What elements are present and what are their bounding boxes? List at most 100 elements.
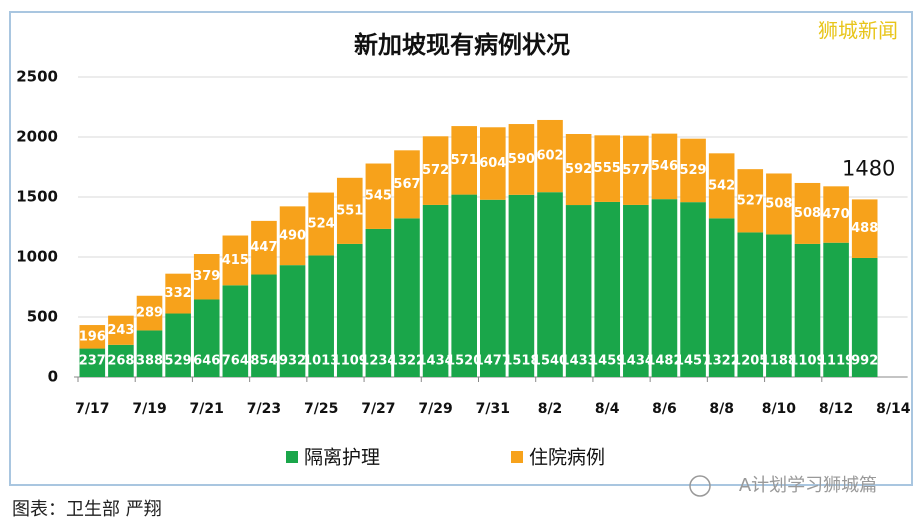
bar-segment [108, 344, 134, 377]
value-label: 551 [336, 203, 363, 218]
value-label: 447 [250, 240, 277, 255]
bar-segment [537, 192, 563, 377]
bar-segment [193, 299, 220, 377]
y-tick-label: 500 [27, 308, 58, 326]
y-tick-label: 2500 [16, 68, 58, 86]
value-label: 1433 [561, 354, 597, 369]
x-tick-label: 7/17 [75, 401, 109, 417]
bar-segment [680, 202, 706, 377]
value-label: 524 [308, 217, 335, 232]
bar-segment [508, 194, 535, 377]
value-label: 1109 [789, 354, 825, 369]
bar-segment [594, 201, 621, 377]
value-label: 529 [165, 354, 192, 369]
value-label: 1457 [675, 354, 711, 369]
bar-segment [851, 257, 878, 377]
bar-segment [222, 285, 249, 377]
bar-segment [794, 243, 821, 377]
value-label: 992 [851, 354, 878, 369]
value-label: 572 [422, 163, 449, 178]
value-label: 289 [136, 306, 163, 321]
bar-segment [136, 295, 163, 331]
bar-segment [823, 242, 849, 377]
bar-segment [737, 232, 764, 377]
value-label: 508 [765, 196, 792, 211]
legend-swatch [286, 451, 298, 463]
x-tick-label: 7/25 [304, 401, 338, 417]
bar-segment [79, 348, 106, 377]
bar-segment [251, 220, 277, 275]
value-label: 1434 [618, 354, 654, 369]
wechat-icon [689, 475, 711, 497]
x-tick-label: 8/10 [762, 401, 797, 417]
legend-label: 住院病例 [529, 447, 605, 469]
bar-segment [222, 235, 249, 286]
bar-segment [651, 133, 678, 200]
value-label: 332 [165, 286, 192, 301]
value-label: 567 [393, 177, 420, 192]
value-label: 243 [107, 323, 134, 338]
bar-segment [508, 124, 535, 195]
x-tick-label: 7/27 [361, 401, 395, 417]
value-label: 602 [536, 149, 563, 164]
x-tick-label: 7/31 [476, 401, 510, 417]
bar-segment [480, 127, 506, 200]
bar-segment [165, 273, 191, 314]
bar-segment [537, 119, 563, 193]
value-label: 1119 [818, 354, 854, 369]
value-label: 571 [451, 153, 478, 168]
bar-segment [136, 330, 163, 377]
bar-segment [336, 243, 363, 377]
bar-segment [708, 218, 735, 377]
bar-segment [851, 199, 878, 258]
footer-left: 图表：卫生部 严翔 [12, 499, 162, 520]
annotation: 1480 [842, 156, 895, 180]
bar-segment [279, 265, 306, 377]
bar-segment [193, 254, 220, 300]
bar-segment [108, 315, 134, 345]
bar-segment [708, 153, 735, 219]
value-label: 555 [594, 161, 621, 176]
value-label: 379 [193, 269, 220, 284]
watermark: 狮城新闻 [818, 19, 898, 43]
value-label: 490 [279, 228, 306, 243]
x-tick-label: 7/29 [418, 401, 452, 417]
x-tick-label: 8/12 [819, 401, 853, 417]
value-label: 388 [136, 354, 163, 369]
footer-right: A计划学习狮城篇 [739, 475, 877, 496]
value-label: 604 [479, 156, 506, 171]
value-label: 646 [193, 354, 220, 369]
x-tick-label: 8/2 [538, 401, 563, 417]
value-label: 529 [679, 163, 706, 178]
bar-segment [651, 199, 678, 377]
y-tick-label: 0 [48, 368, 58, 386]
bar-segment [422, 204, 449, 377]
value-label: 237 [79, 354, 106, 369]
bar-segment [623, 135, 649, 205]
value-label: 1322 [389, 354, 425, 369]
bar-segment [737, 169, 764, 233]
value-label: 545 [365, 189, 392, 204]
bar-segment [165, 313, 191, 377]
bar-segment [766, 234, 792, 377]
value-label: 1434 [417, 354, 453, 369]
y-tick-label: 2000 [16, 128, 58, 146]
value-label: 1477 [475, 354, 511, 369]
bar-segment [422, 136, 449, 205]
x-tick-label: 7/19 [132, 401, 166, 417]
value-label: 577 [622, 163, 649, 178]
bar-segment [279, 206, 306, 266]
bar-segment [336, 177, 363, 244]
y-tick-label: 1500 [16, 188, 58, 206]
bar-segment [308, 192, 334, 256]
x-tick-label: 8/14 [876, 401, 911, 417]
value-label: 1520 [446, 354, 482, 369]
x-tick-label: 7/21 [190, 401, 224, 417]
value-label: 470 [823, 207, 850, 222]
bar-segment [794, 182, 821, 244]
legend-swatch [511, 451, 523, 463]
value-label: 592 [565, 162, 592, 177]
bar-segment [480, 199, 506, 377]
value-label: 508 [794, 206, 821, 221]
